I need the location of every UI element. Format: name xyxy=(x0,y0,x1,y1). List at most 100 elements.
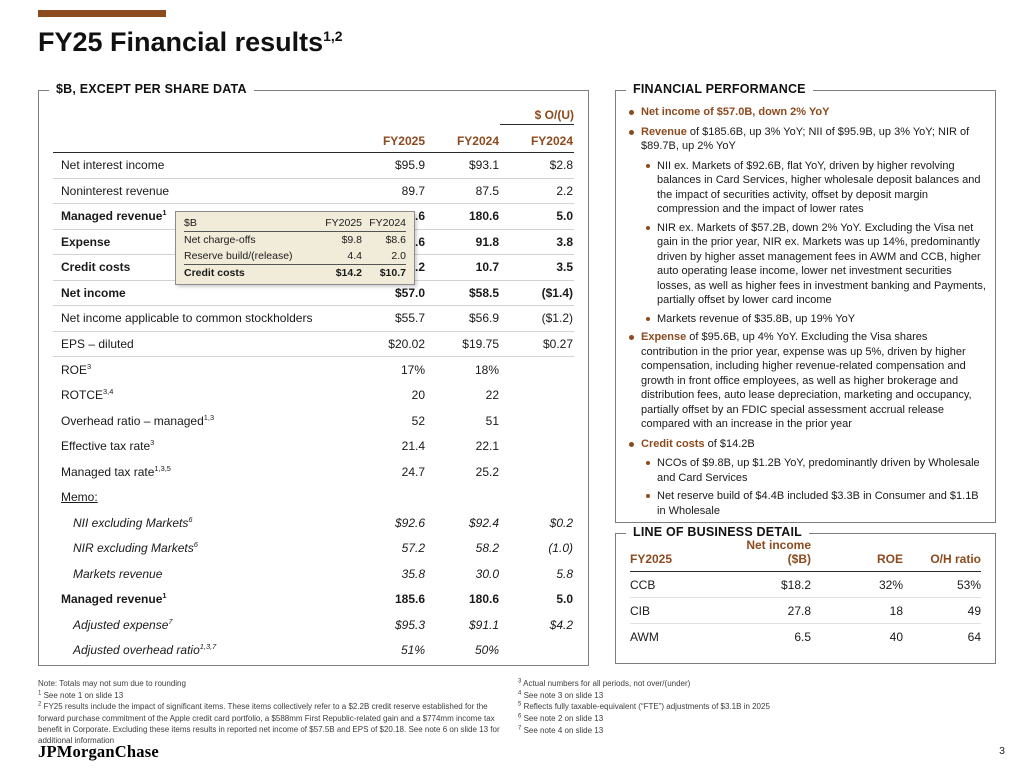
table-row: Managed tax rate1,3,5 24.7 25.2 xyxy=(53,459,574,485)
row-label-superscript: 6 xyxy=(188,514,193,524)
table-row: ROTCE3,4 20 22 xyxy=(53,383,574,409)
lob-col-roe: ROE xyxy=(876,552,903,566)
over-under-spanner-row: $ O/(U) xyxy=(53,103,574,125)
cell-fy2024: 58.2 xyxy=(475,541,499,556)
row-label-superscript: 1,3 xyxy=(203,412,215,422)
row-label: Adjusted expense xyxy=(73,617,169,632)
row-label: Managed revenue xyxy=(61,209,163,224)
table-row: Effective tax rate3 21.4 22.1 xyxy=(53,434,574,460)
page-title: FY25 Financial results1,2 xyxy=(38,27,343,58)
row-label: Net interest income xyxy=(61,158,165,173)
cell-ou: ($1.2) xyxy=(541,311,573,326)
row-label: Overhead ratio – managed xyxy=(61,413,204,428)
cell-fy2025: $92.6 xyxy=(394,515,425,530)
table-row: Adjusted expense7 $95.3 $91.1 $4.2 xyxy=(53,612,574,638)
table-row: Markets revenue 35.8 30.0 5.8 xyxy=(53,561,574,587)
lob-roe: 32% xyxy=(878,577,903,592)
footnotes-left: Note: Totals may not sum due to rounding… xyxy=(38,678,512,747)
footnote: 2 FY25 results include the impact of sig… xyxy=(38,701,500,745)
overlay-row-label: Net charge-offs xyxy=(184,234,256,246)
accent-bar xyxy=(38,10,166,17)
lob-col-fy2025: FY2025 xyxy=(630,552,673,566)
over-under-label: $ O/(U) xyxy=(500,108,574,125)
cell-fy2024: 50% xyxy=(474,643,499,658)
bullet-icon xyxy=(646,316,650,321)
page-title-text: FY25 Financial results xyxy=(38,27,324,57)
cell-ou: 3.8 xyxy=(556,234,573,249)
performance-bullets: Net income of $57.0B, down 2% YoY Revenu… xyxy=(627,105,986,522)
row-label-superscript: 3 xyxy=(87,361,92,371)
row-label: Markets revenue xyxy=(73,566,163,581)
table-row: Net income $57.0 $58.5 ($1.4) xyxy=(53,281,574,306)
bullet-icon xyxy=(629,129,634,135)
bullet-icon xyxy=(646,225,650,230)
cell-ou: 2.2 xyxy=(556,183,573,198)
footnote: 6 See note 2 on slide 13 xyxy=(518,713,604,724)
cell-ou: $2.8 xyxy=(549,158,573,173)
row-label-superscript: 7 xyxy=(168,616,173,626)
lob-oh: 49 xyxy=(967,603,981,618)
page-title-superscript: 1,2 xyxy=(323,28,343,44)
row-label: ROTCE xyxy=(61,388,103,403)
cell-fy2024: 22 xyxy=(485,388,499,403)
table-row: EPS – diluted $20.02 $19.75 $0.27 xyxy=(53,332,574,357)
bullet-item: NII ex. Markets of $92.6B, flat YoY, dri… xyxy=(644,159,986,217)
cell-ou: 5.0 xyxy=(556,209,573,224)
credit-costs-detail-overlay: $B FY2025 FY2024 Net charge-offs $9.8 $8… xyxy=(175,211,415,285)
cell-fy2025: 89.7 xyxy=(401,183,425,198)
financial-results-table-panel: $B, EXCEPT PER SHARE DATA $ O/(U) FY2025… xyxy=(38,82,589,666)
cell-fy2025: 57.2 xyxy=(401,541,425,556)
lob-row: CCB $18.2 32% 53% xyxy=(630,572,981,598)
footnote: 7 See note 4 on slide 13 xyxy=(518,725,604,735)
row-label: NIR excluding Markets xyxy=(73,541,194,556)
cell-fy2024: $93.1 xyxy=(468,158,499,173)
cell-fy2024: 180.6 xyxy=(468,592,499,607)
table-row: Adjusted overhead ratio1,3,7 51% 50% xyxy=(53,638,574,664)
lob-oh: 53% xyxy=(956,577,981,592)
cell-ou: 5.8 xyxy=(556,566,573,581)
lob-segment: CCB xyxy=(630,577,656,592)
lob-oh: 64 xyxy=(967,630,981,644)
bullet-item: Markets revenue of $35.8B, up 19% YoY xyxy=(644,312,986,327)
cell-fy2025: 35.8 xyxy=(401,566,425,581)
cell-ou: (1.0) xyxy=(548,541,573,556)
table-row: Noninterest revenue 89.7 87.5 2.2 xyxy=(53,179,574,204)
overlay-row-label: Credit costs xyxy=(184,266,245,279)
lob-table: FY2025 Net income ($B) ROE O/H ratio CCB… xyxy=(630,538,981,650)
lob-row: CIB 27.8 18 49 xyxy=(630,598,981,624)
overlay-col-fy2024: FY2024 xyxy=(369,217,406,229)
bullet-icon xyxy=(629,110,634,115)
lob-roe: 18 xyxy=(889,603,903,618)
cell-fy2024: 91.8 xyxy=(475,234,499,249)
left-panel-title: $B, EXCEPT PER SHARE DATA xyxy=(49,82,254,96)
cell-fy2024: $56.9 xyxy=(468,311,499,326)
line-of-business-panel: LINE OF BUSINESS DETAIL FY2025 Net incom… xyxy=(615,525,996,664)
cell-fy2024: $92.4 xyxy=(468,515,499,530)
cell-fy2025: 21.4 xyxy=(401,439,425,454)
bullet-item: NCOs of $9.8B, up $1.2B YoY, predominant… xyxy=(644,456,986,485)
bullet-item: Credit costs of $14.2B xyxy=(627,437,986,452)
footnote: Note: Totals may not sum due to rounding xyxy=(38,679,186,688)
row-label: Managed revenue xyxy=(61,592,163,607)
cell-fy2024: 87.5 xyxy=(475,183,499,198)
cell-fy2024: $91.1 xyxy=(468,617,499,632)
footnote: 5 Reflects fully taxable-equivalent (“FT… xyxy=(518,701,770,712)
cell-fy2025: 20 xyxy=(411,388,425,403)
bullet-icon xyxy=(646,461,650,466)
overlay-cell: $9.8 xyxy=(341,234,362,246)
overlay-cell: $14.2 xyxy=(335,266,362,279)
overlay-col-units: $B xyxy=(184,217,197,229)
cell-fy2025: 185.6 xyxy=(394,592,425,607)
cell-fy2025: 51% xyxy=(400,643,425,658)
cell-fy2025: $55.7 xyxy=(394,311,425,326)
table-row: Net income applicable to common stockhol… xyxy=(53,306,574,332)
cell-fy2025: 24.7 xyxy=(401,464,425,479)
row-label-superscript: 3 xyxy=(150,438,155,448)
lob-net-income: $18.2 xyxy=(780,577,811,592)
footnote: 1 See note 1 on slide 13 xyxy=(38,690,124,700)
cell-fy2024: 25.2 xyxy=(475,464,499,479)
bullet-item: Expense of $95.6B, up 4% YoY. Excluding … xyxy=(627,330,986,432)
overlay-cell: $8.6 xyxy=(385,234,406,246)
cell-fy2025: 17% xyxy=(400,362,425,377)
row-label: Credit costs xyxy=(61,260,131,275)
